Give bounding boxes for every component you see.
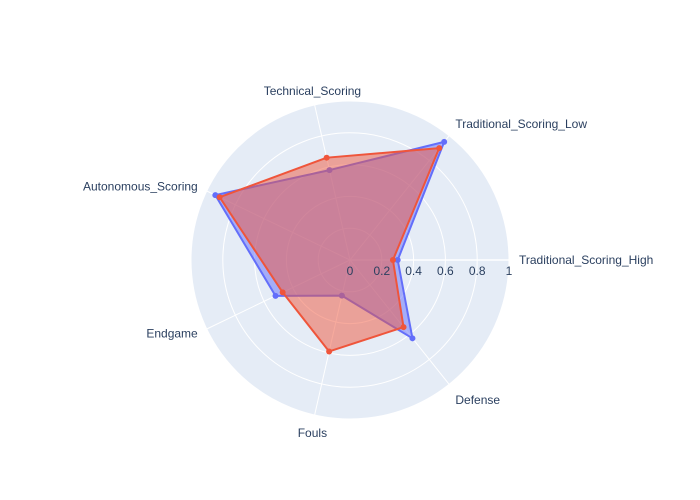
radial-tick-label: 0.6 (437, 264, 454, 278)
category-label: Defense (455, 393, 500, 407)
data-point[interactable] (441, 138, 448, 145)
series-2 (216, 145, 443, 355)
data-point[interactable] (394, 257, 401, 263)
series-area (218, 147, 441, 353)
category-label: Endgame (146, 326, 198, 340)
category-label: Traditional_Scoring_Low (455, 117, 587, 131)
radial-tick-label: 0 (347, 264, 354, 278)
data-point[interactable] (409, 335, 416, 342)
data-point[interactable] (436, 145, 443, 152)
data-point[interactable] (216, 194, 223, 201)
radial-tick-label: 1 (506, 264, 513, 278)
radial-tick-label: 0.8 (469, 264, 486, 278)
data-point[interactable] (400, 324, 407, 331)
category-label: Fouls (298, 426, 327, 440)
data-point[interactable] (279, 289, 286, 296)
data-point[interactable] (326, 348, 333, 355)
data-point[interactable] (272, 292, 279, 299)
radial-tick-labels: 0 0.2 0.4 0.6 0.8 1 (347, 264, 513, 278)
category-label: Traditional_Scoring_High (519, 253, 653, 267)
category-label: Autonomous_Scoring (83, 180, 198, 194)
category-label: Technical_Scoring (264, 84, 361, 98)
data-point[interactable] (323, 154, 330, 161)
series-layer (212, 138, 448, 355)
data-point[interactable] (389, 257, 396, 263)
axis-labels: Traditional_Scoring_High Traditional_Scor… (83, 84, 653, 440)
radial-tick-label: 0.4 (405, 264, 422, 278)
radial-tick-label: 0.2 (373, 264, 390, 278)
